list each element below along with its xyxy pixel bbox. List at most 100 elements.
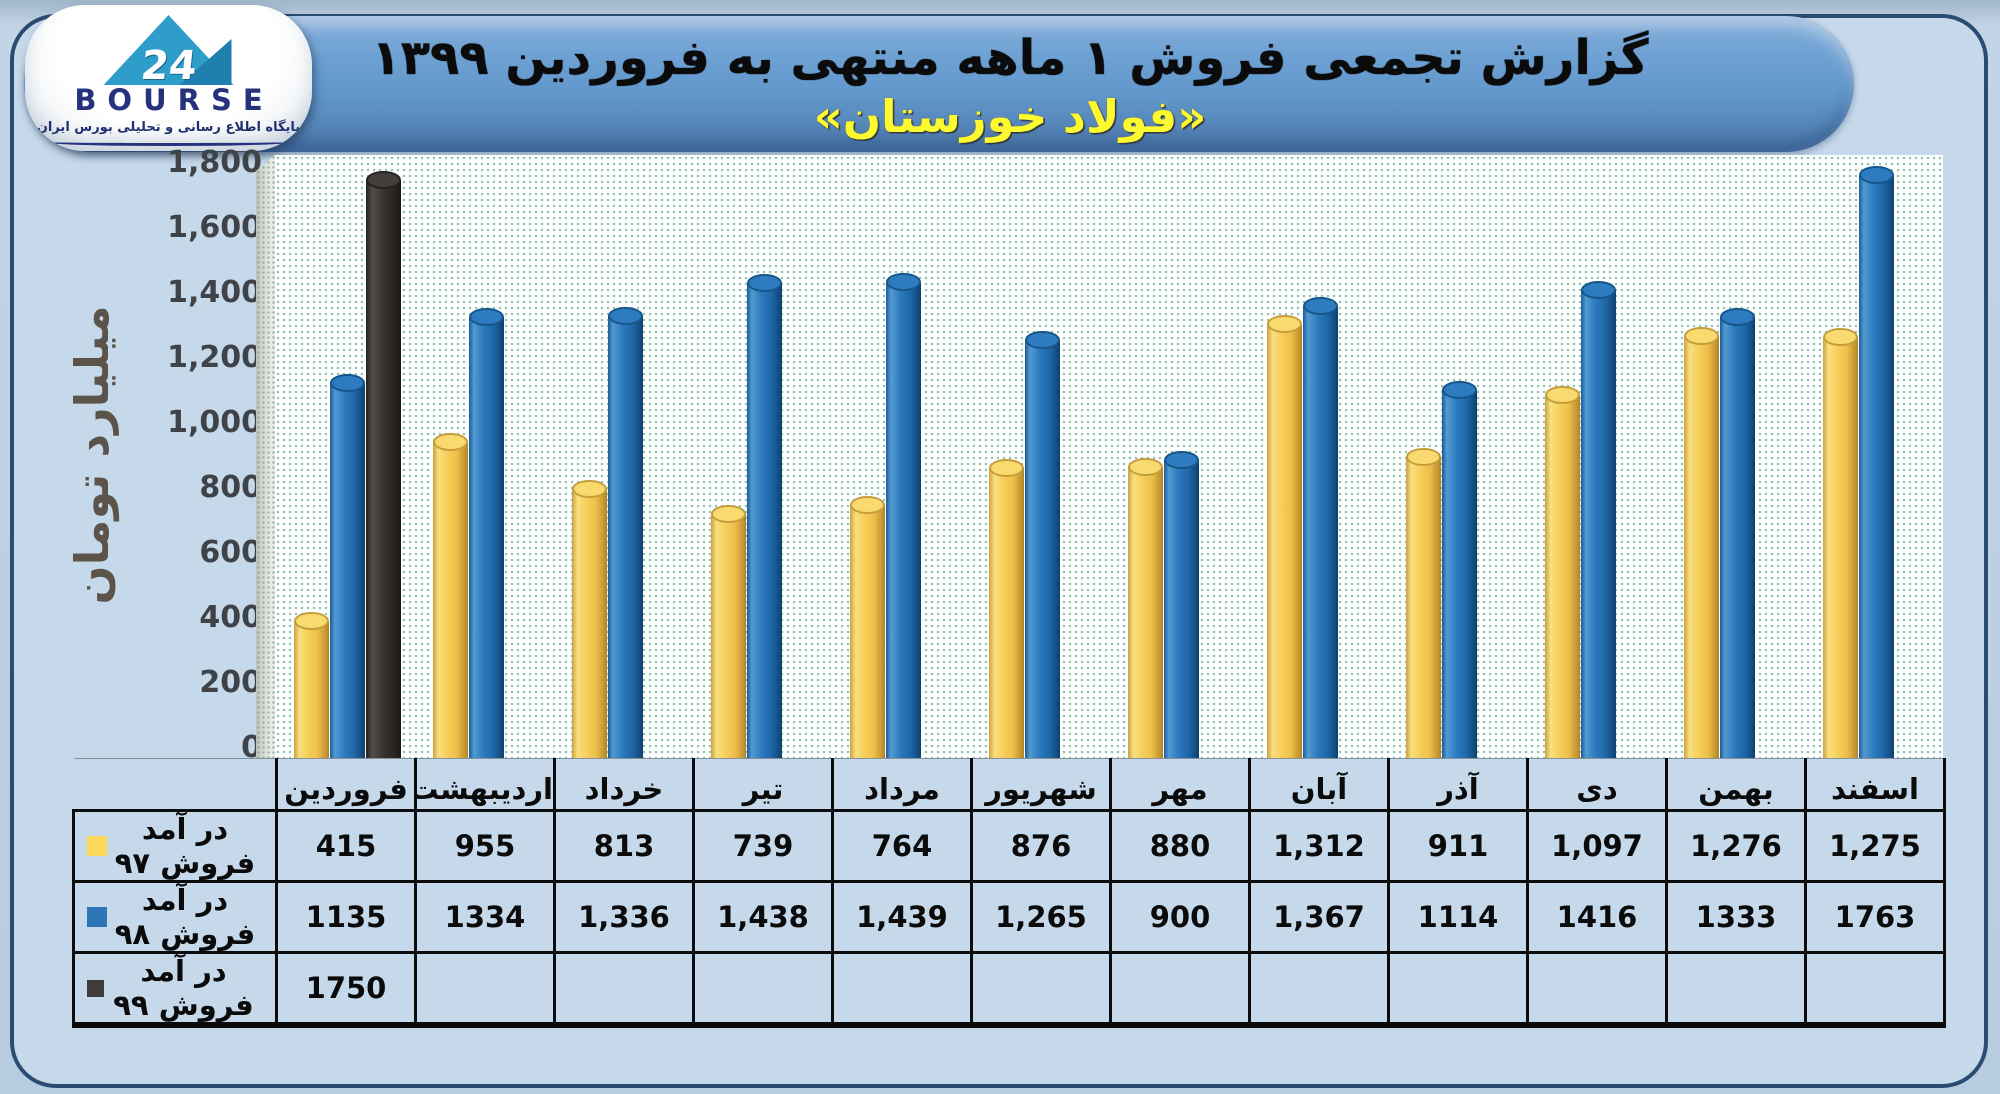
value-cell [970, 951, 1112, 1028]
month-header-cell: اسفند [1804, 758, 1946, 812]
value-cell: 1135 [275, 880, 417, 954]
series-label-text: در آمد فروش ۹۷ [114, 812, 256, 880]
bar-cylinder-0-10 [1684, 327, 1719, 758]
value-cell: 1333 [1665, 880, 1807, 954]
value-cell: 1114 [1387, 880, 1529, 954]
logo-swoosh [43, 138, 294, 146]
value-cell: 1750 [275, 951, 417, 1028]
bar-top-cap [1859, 166, 1894, 184]
series-label-cell: در آمد فروش ۹۹ [72, 951, 278, 1028]
value-cell: 900 [1109, 880, 1251, 954]
bar-top-cap [1545, 386, 1580, 404]
value-cell: 1,276 [1665, 809, 1807, 883]
table-corner-cell [73, 758, 277, 811]
bar-top-cap [1267, 315, 1302, 333]
bar-top-cap [572, 480, 607, 498]
logo-triangle-icon: 24 [103, 15, 234, 89]
legend-swatch-icon [87, 836, 107, 856]
value-cell: 813 [553, 809, 695, 883]
bar-cylinder-1-3 [747, 274, 782, 758]
value-cell [831, 951, 973, 1028]
bar-top-cap [1303, 297, 1338, 315]
value-cell: 955 [414, 809, 556, 883]
bar-cylinder-1-9 [1581, 281, 1616, 758]
bar-top-cap [1823, 328, 1858, 346]
chart-data-table: فروردین اردیبهشت خرداد تیر مرداد شهریور مهر آبا… [72, 758, 1946, 1028]
legend-swatch-icon [87, 907, 107, 927]
bar-cylinder-2-0 [366, 171, 401, 758]
value-cell [1387, 951, 1529, 1028]
value-cell: 911 [1387, 809, 1529, 883]
bar-cylinder-0-1 [433, 433, 468, 758]
value-cell: 876 [970, 809, 1112, 883]
series-label-cell: در آمد فروش ۹۷ [72, 809, 278, 883]
bar-cylinder-0-3 [711, 505, 746, 758]
value-cell: 739 [692, 809, 834, 883]
bar-top-cap [469, 308, 504, 326]
bar-top-cap [1025, 331, 1060, 349]
plot-3d-wall [256, 155, 275, 758]
month-header-cell: فروردین [275, 758, 417, 812]
value-cell [1804, 951, 1946, 1028]
bar-cylinder-1-6 [1164, 451, 1199, 758]
legend-swatch-icon [87, 979, 104, 997]
value-cell [1526, 951, 1668, 1028]
value-cell: 1,439 [831, 880, 973, 954]
value-cell: 1,097 [1526, 809, 1668, 883]
value-cell [553, 951, 695, 1028]
month-header-cell: دی [1526, 758, 1668, 812]
y-tick-label: 400 [199, 600, 262, 635]
value-cell: 1,312 [1248, 809, 1390, 883]
bar-cylinder-1-8 [1442, 381, 1477, 758]
month-header-cell: مرداد [831, 758, 973, 812]
bar-top-cap [989, 459, 1024, 477]
series-label-cell: در آمد فروش ۹۸ [72, 880, 278, 954]
bar-cylinder-0-2 [572, 480, 607, 758]
y-tick-label: 1,400 [167, 275, 262, 310]
y-tick-label: 1,000 [167, 405, 262, 440]
bar-top-cap [1581, 281, 1616, 299]
y-tick-label: 600 [199, 535, 262, 570]
series-row-2: در آمد فروش ۹۹ 1750 [72, 951, 1946, 1028]
bar-cylinder-0-11 [1823, 328, 1858, 758]
bar-cylinder-0-5 [989, 459, 1024, 758]
bar-cylinder-0-4 [850, 496, 885, 758]
bar-top-cap [330, 374, 365, 392]
logo-brand-text: BOURSE [74, 83, 274, 117]
month-header-row: فروردین اردیبهشت خرداد تیر مرداد شهریور مهر آبا… [73, 758, 1946, 812]
bar-cylinder-1-11 [1859, 166, 1894, 758]
bar-cylinder-0-7 [1267, 315, 1302, 758]
value-cell: 764 [831, 809, 973, 883]
bar-top-cap [433, 433, 468, 451]
value-cell: 1,265 [970, 880, 1112, 954]
logo-tagline: پایگاه اطلاع رسانی و تحلیلی بورس ایران [36, 120, 301, 135]
month-header-cell: مهر [1109, 758, 1251, 812]
bar-cylinder-0-6 [1128, 458, 1163, 758]
bar-cylinder-0-0 [294, 612, 329, 758]
y-tick-label: 1,600 [167, 210, 262, 245]
value-cell: 1,367 [1248, 880, 1390, 954]
bar-cylinder-1-5 [1025, 331, 1060, 758]
value-cell: 1416 [1526, 880, 1668, 954]
bar-cylinder-1-0 [330, 374, 365, 758]
value-cell: 415 [275, 809, 417, 883]
bar-cylinder-1-4 [886, 273, 921, 758]
bar-cylinder-0-8 [1406, 448, 1441, 758]
bar-top-cap [711, 505, 746, 523]
bar-top-cap [1128, 458, 1163, 476]
bar-cylinder-0-9 [1545, 386, 1580, 758]
value-cell: 880 [1109, 809, 1251, 883]
month-header-cell: آبان [1248, 758, 1390, 812]
bar-top-cap [1720, 308, 1755, 326]
bar-top-cap [608, 307, 643, 325]
bar-cylinder-1-1 [469, 308, 504, 758]
bar-top-cap [366, 171, 401, 189]
bar-top-cap [294, 612, 329, 630]
y-tick-label: 1,800 [167, 145, 262, 180]
series-row-1: در آمد فروش ۹۸ 1135 1334 1,336 1,438 1,439 1,2… [72, 880, 1946, 954]
series-label-text: در آمد فروش ۹۹ [113, 954, 254, 1022]
month-header-cell: بهمن [1665, 758, 1807, 812]
bar-top-cap [747, 274, 782, 292]
month-header-cell: اردیبهشت [414, 758, 556, 812]
